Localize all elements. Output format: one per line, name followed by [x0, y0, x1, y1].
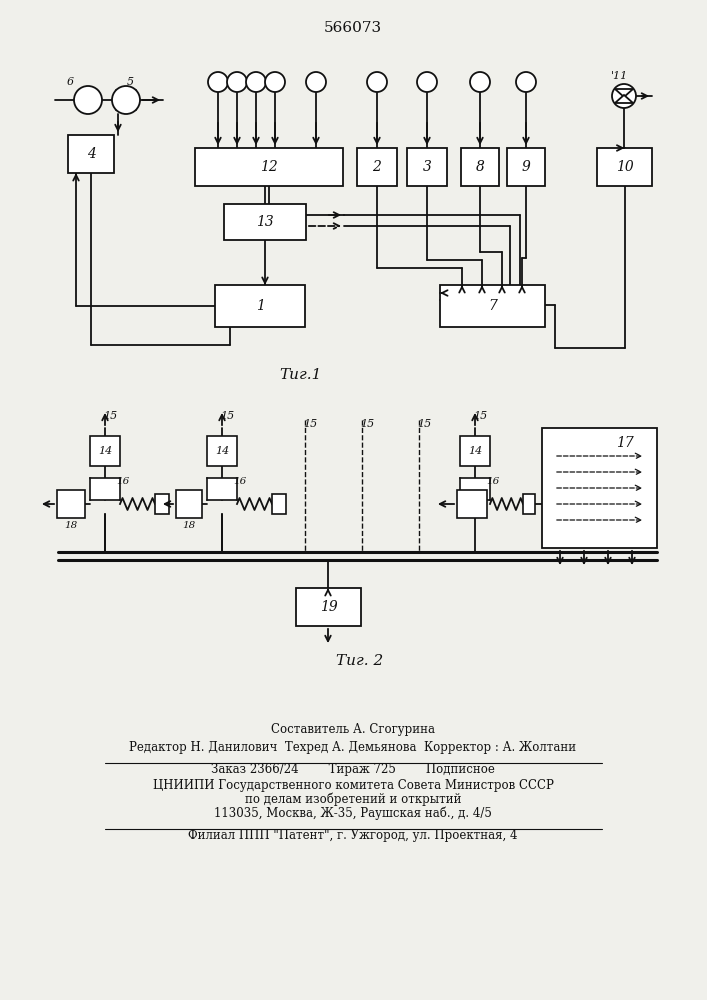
Bar [597, 148, 652, 186]
Text: 2: 2 [373, 160, 382, 174]
Text: 8: 8 [476, 160, 484, 174]
Bar [507, 148, 545, 186]
Bar [523, 494, 535, 514]
Text: Филиал ППП "Патент", г. Ужгород, ул. Проектная, 4: Филиал ППП "Патент", г. Ужгород, ул. Про… [188, 830, 518, 842]
Text: 15: 15 [103, 411, 117, 421]
Bar [155, 494, 169, 514]
Circle shape [208, 72, 228, 92]
Circle shape [306, 72, 326, 92]
Text: 17: 17 [616, 436, 633, 450]
Text: 15: 15 [473, 411, 487, 421]
Text: Редактор Н. Данилович  Техред А. Демьянова  Корректор : А. Жолтани: Редактор Н. Данилович Техред А. Демьянов… [129, 740, 577, 754]
Circle shape [470, 72, 490, 92]
Bar [57, 490, 85, 518]
Bar [460, 478, 490, 500]
Text: Составитель А. Сгогурина: Составитель А. Сгогурина [271, 724, 435, 736]
Text: 566073: 566073 [324, 21, 382, 35]
Text: 1: 1 [255, 299, 264, 313]
Text: 16: 16 [486, 478, 500, 487]
Text: Τиг.1: Τиг.1 [279, 368, 321, 382]
Bar [195, 148, 343, 186]
Bar [542, 428, 657, 548]
Bar [272, 494, 286, 514]
Bar [90, 478, 120, 500]
Bar [296, 588, 361, 626]
Text: 14: 14 [215, 446, 229, 456]
Circle shape [516, 72, 536, 92]
Text: 15: 15 [360, 419, 374, 429]
Text: '11: '11 [612, 71, 629, 81]
Circle shape [417, 72, 437, 92]
Text: 6: 6 [66, 77, 74, 87]
Bar [207, 478, 237, 500]
Text: ЦНИИПИ Государственного комитета Совета Министров СССР: ЦНИИПИ Государственного комитета Совета … [153, 778, 554, 792]
Text: 16: 16 [233, 478, 247, 487]
Bar [357, 148, 397, 186]
Bar [215, 285, 305, 327]
Polygon shape [615, 89, 633, 97]
Text: 15: 15 [220, 411, 234, 421]
Text: 15: 15 [303, 419, 317, 429]
Bar [90, 436, 120, 466]
Bar [440, 285, 545, 327]
Text: 16: 16 [117, 478, 129, 487]
Circle shape [112, 86, 140, 114]
Circle shape [612, 84, 636, 108]
Circle shape [227, 72, 247, 92]
Polygon shape [615, 95, 633, 103]
Bar [176, 490, 202, 518]
Circle shape [74, 86, 102, 114]
Bar [461, 148, 499, 186]
Text: 10: 10 [616, 160, 633, 174]
Text: 5: 5 [127, 77, 134, 87]
Text: 9: 9 [522, 160, 530, 174]
Text: 14: 14 [468, 446, 482, 456]
Bar [68, 135, 114, 173]
Bar [460, 436, 490, 466]
Text: 3: 3 [423, 160, 431, 174]
Circle shape [246, 72, 266, 92]
Text: 14: 14 [98, 446, 112, 456]
Text: 12: 12 [260, 160, 278, 174]
Bar [207, 436, 237, 466]
Text: 7: 7 [488, 299, 497, 313]
Text: 4: 4 [86, 147, 95, 161]
Circle shape [265, 72, 285, 92]
Text: 18: 18 [182, 522, 196, 530]
Text: 13: 13 [256, 215, 274, 229]
Text: Заказ 2366/24        Тираж 725        Подписное: Заказ 2366/24 Тираж 725 Подписное [211, 764, 495, 776]
Text: 19: 19 [320, 600, 337, 614]
Bar [457, 490, 487, 518]
Text: 18: 18 [64, 522, 78, 530]
Text: 15: 15 [417, 419, 431, 429]
Circle shape [367, 72, 387, 92]
Text: Τиг. 2: Τиг. 2 [337, 654, 384, 668]
Bar [407, 148, 447, 186]
Bar [224, 204, 306, 240]
Text: 113035, Москва, Ж-35, Раушская наб., д. 4/5: 113035, Москва, Ж-35, Раушская наб., д. … [214, 806, 492, 820]
Text: по делам изобретений и открытий: по делам изобретений и открытий [245, 792, 461, 806]
